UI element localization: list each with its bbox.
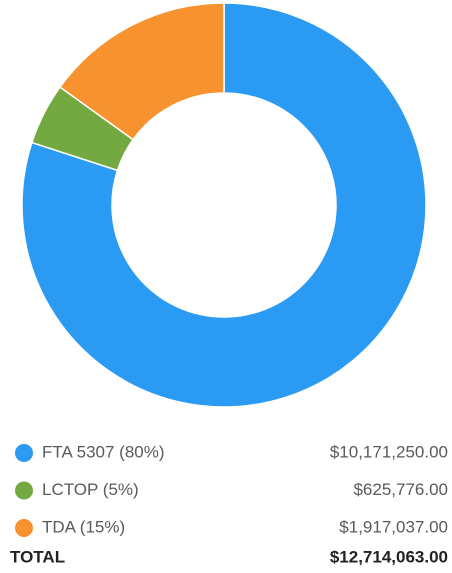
legend-label: FTA 5307 (80%): [42, 442, 165, 461]
legend-label: LCTOP (5%): [42, 480, 139, 499]
legend-swatch: [15, 444, 33, 462]
legend-swatch: [15, 481, 33, 500]
total-label: TOTAL: [10, 547, 65, 566]
legend-swatch: [15, 519, 33, 537]
total-value: $12,714,063.00: [330, 547, 448, 566]
legend-label: TDA (15%): [42, 517, 125, 536]
legend-value: $625,776.00: [353, 480, 448, 499]
donut-slice: [58, 2, 225, 141]
donut-slice: [21, 2, 427, 408]
legend-value: $10,171,250.00: [330, 442, 448, 461]
legend-value: $1,917,037.00: [339, 517, 448, 536]
